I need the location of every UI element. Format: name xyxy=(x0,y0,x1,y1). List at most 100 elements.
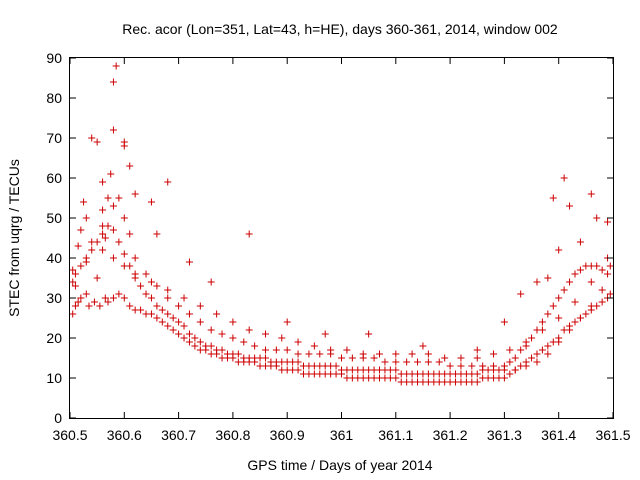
data-point xyxy=(180,334,188,342)
data-point xyxy=(77,262,85,270)
chart-title: Rec. acor (Lon=351, Lat=43, h=HE), days … xyxy=(122,21,558,37)
data-point xyxy=(164,294,172,302)
data-point xyxy=(120,250,128,258)
data-point xyxy=(560,286,568,294)
axis-ticks: 360.5 360.6 360.7 360.8 360.9 361 361.1 361.2 36… xyxy=(46,50,630,443)
data-point xyxy=(528,354,536,362)
data-point xyxy=(229,334,237,342)
data-point xyxy=(468,362,476,370)
data-point xyxy=(115,290,123,298)
data-point xyxy=(218,346,226,354)
data-point xyxy=(99,222,107,230)
data-point xyxy=(69,278,77,286)
data-point xyxy=(88,246,96,254)
x-tick-label: 361.2 xyxy=(433,427,468,443)
data-point xyxy=(196,302,204,310)
data-point xyxy=(104,194,112,202)
data-point xyxy=(593,214,601,222)
data-point xyxy=(294,358,302,366)
data-point xyxy=(582,310,590,318)
data-point xyxy=(164,322,172,330)
x-tick-label: 361.1 xyxy=(378,427,413,443)
data-point xyxy=(158,318,166,326)
data-point xyxy=(528,334,536,342)
data-point xyxy=(164,286,172,294)
data-point xyxy=(571,318,579,326)
data-point xyxy=(126,162,134,170)
data-point xyxy=(327,346,335,354)
data-point xyxy=(392,374,400,382)
data-point xyxy=(99,206,107,214)
data-point xyxy=(517,346,525,354)
data-point xyxy=(392,350,400,358)
data-point xyxy=(576,266,584,274)
data-point xyxy=(109,226,117,234)
y-tick-label: 10 xyxy=(46,370,62,386)
data-point xyxy=(175,302,183,310)
y-axis-label: STEC from uqrg / TECUs xyxy=(6,159,22,317)
data-point xyxy=(370,354,378,362)
data-point xyxy=(99,178,107,186)
x-tick-label: 361.3 xyxy=(487,427,522,443)
data-point xyxy=(294,350,302,358)
data-point xyxy=(164,310,172,318)
data-point xyxy=(555,246,563,254)
data-point xyxy=(408,350,416,358)
data-point xyxy=(305,350,313,358)
data-points xyxy=(69,62,614,386)
data-point xyxy=(115,238,123,246)
y-tick-label: 60 xyxy=(46,170,62,186)
data-point xyxy=(180,322,188,330)
data-point xyxy=(153,282,161,290)
data-point xyxy=(261,354,269,362)
data-point xyxy=(598,298,606,306)
data-point xyxy=(473,354,481,362)
data-point xyxy=(169,314,177,322)
data-point xyxy=(316,350,324,358)
data-point xyxy=(490,350,498,358)
data-point xyxy=(164,178,172,186)
data-point xyxy=(180,294,188,302)
x-tick-label: 360.8 xyxy=(215,427,250,443)
data-point xyxy=(522,362,530,370)
data-point xyxy=(435,358,443,366)
data-point xyxy=(506,370,514,378)
x-tick-label: 360.7 xyxy=(161,427,196,443)
data-point xyxy=(533,358,541,366)
data-point xyxy=(196,318,204,326)
data-point xyxy=(131,254,139,262)
data-point xyxy=(96,302,104,310)
data-point xyxy=(104,298,112,306)
data-point xyxy=(142,270,150,278)
data-point xyxy=(112,62,120,70)
data-point xyxy=(278,334,286,342)
data-point xyxy=(604,218,612,226)
data-point xyxy=(294,366,302,374)
data-point xyxy=(359,350,367,358)
data-point xyxy=(446,362,454,370)
data-point xyxy=(126,230,134,238)
data-point xyxy=(490,362,498,370)
data-point xyxy=(82,290,90,298)
data-point xyxy=(392,358,400,366)
data-point xyxy=(158,306,166,314)
y-tick-label: 20 xyxy=(46,330,62,346)
data-point xyxy=(245,326,253,334)
data-point xyxy=(175,318,183,326)
data-point xyxy=(191,334,199,342)
data-point xyxy=(69,266,77,274)
data-point xyxy=(506,346,514,354)
data-point xyxy=(85,302,93,310)
data-point xyxy=(538,318,546,326)
data-point xyxy=(598,266,606,274)
y-tick-label: 70 xyxy=(46,130,62,146)
data-point xyxy=(82,254,90,262)
data-point xyxy=(147,198,155,206)
data-point xyxy=(131,190,139,198)
data-point xyxy=(441,354,449,362)
data-point xyxy=(606,262,614,270)
data-point xyxy=(392,366,400,374)
data-point xyxy=(538,346,546,354)
data-point xyxy=(555,338,563,346)
